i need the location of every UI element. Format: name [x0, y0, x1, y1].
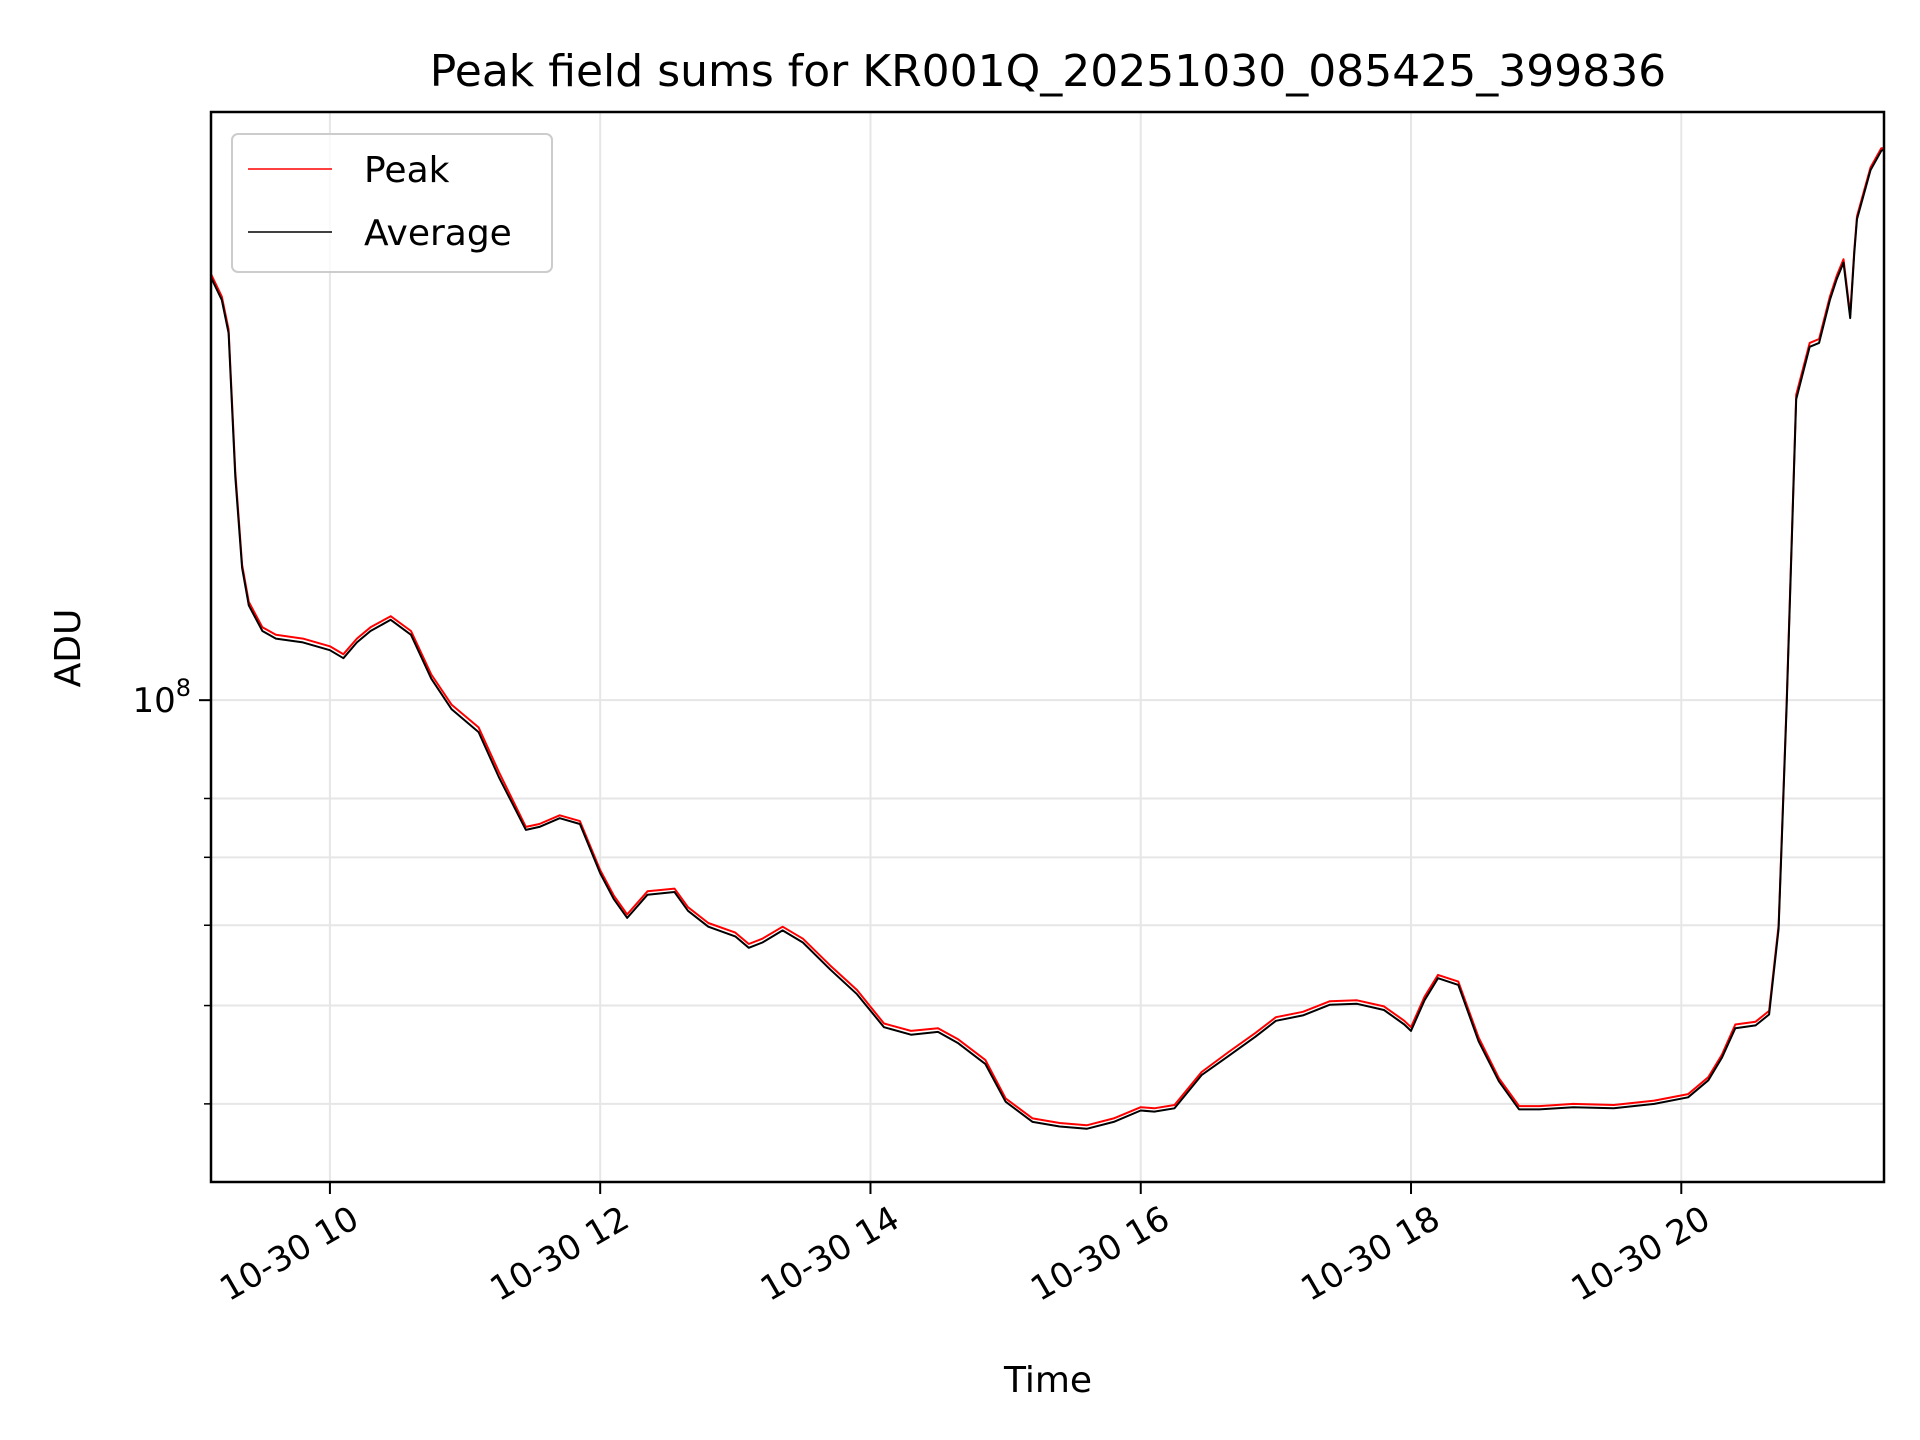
series-line-average	[210, 148, 1885, 1130]
y-axis-label: ADU	[48, 609, 89, 688]
chart-title: Peak field sums for KR001Q_20251030_0854…	[430, 46, 1666, 97]
plot-frame	[209, 110, 1886, 1184]
series-line-peak	[210, 147, 1884, 1127]
legend-label-peak: Peak	[364, 150, 450, 191]
y-tick-label-exponent: 8	[176, 674, 191, 702]
grid-lines	[211, 112, 1884, 1182]
series-lines	[210, 147, 1885, 1130]
legend-label-average: Average	[364, 213, 512, 254]
y-tick-label-0: 108	[132, 674, 191, 721]
y-tick-label-base: 10	[132, 681, 175, 721]
legend: Peak Average	[231, 133, 553, 273]
x-axis-label: Time	[1003, 1360, 1092, 1401]
y-axis: 108	[132, 674, 211, 1105]
